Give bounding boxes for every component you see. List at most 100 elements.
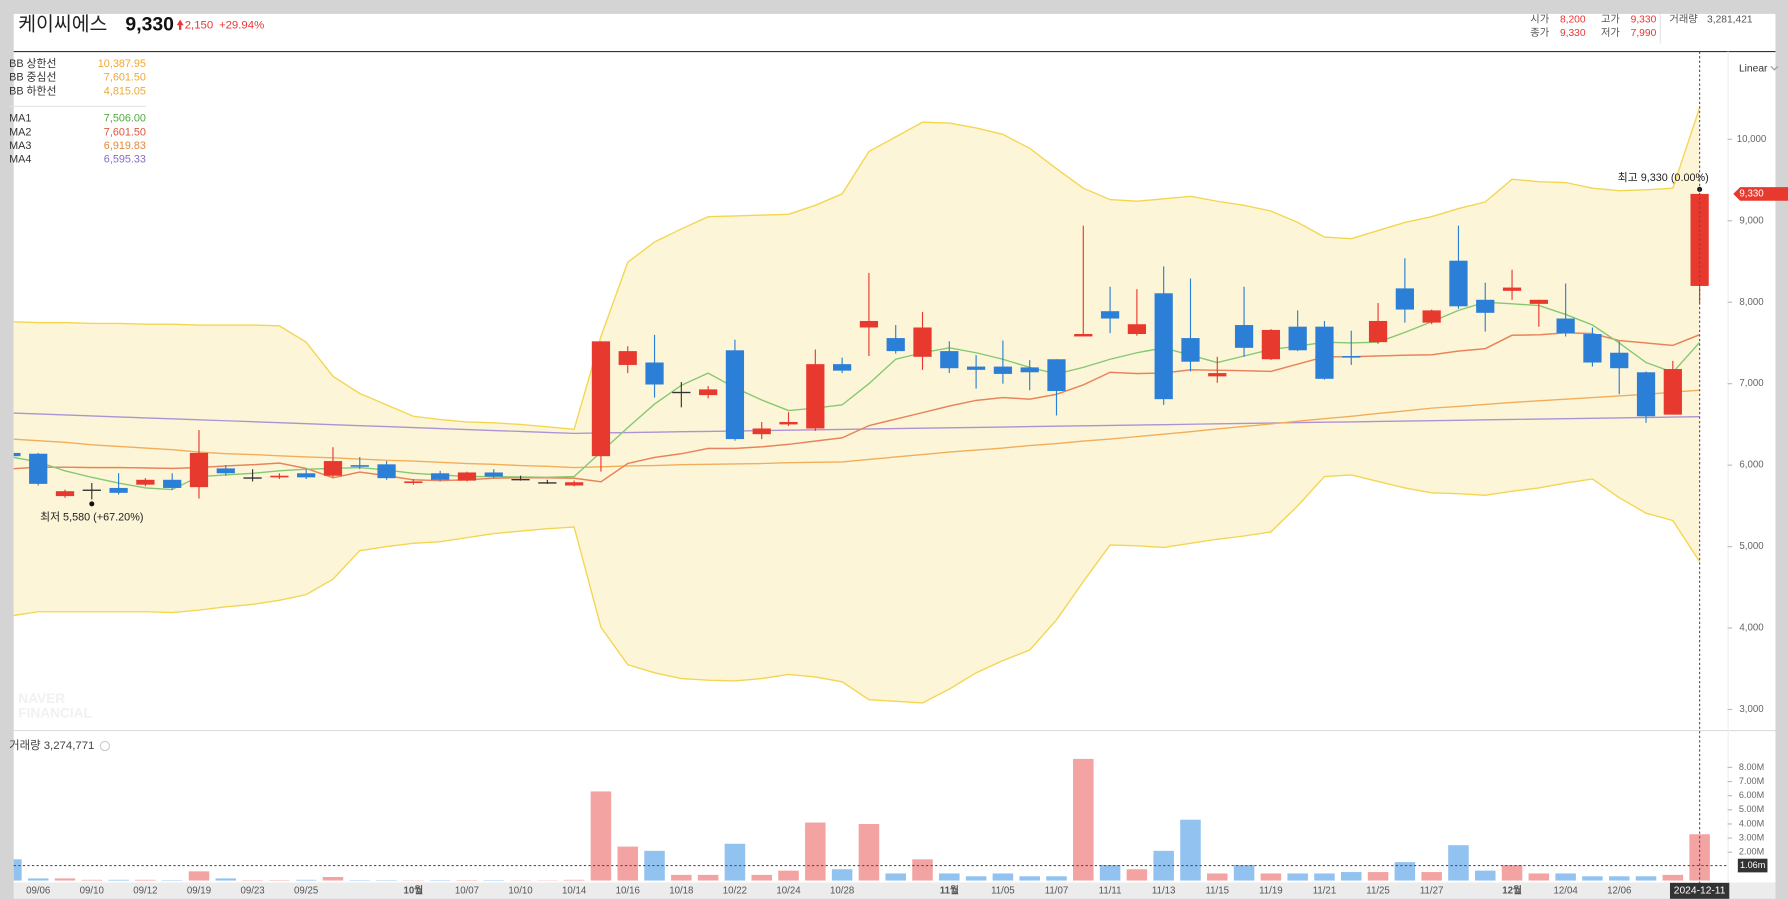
scale-chevron[interactable] (1770, 65, 1779, 71)
min-label: 최저 5,580 (+67.20%) (40, 510, 143, 523)
candle-body (1663, 369, 1682, 415)
candle-body (806, 364, 825, 429)
x-tick-label: 11/19 (1259, 885, 1283, 896)
volume-bar (1635, 876, 1657, 881)
legend-value: 7,601.50 (104, 72, 146, 84)
candle-body (725, 350, 745, 440)
indicator-line (13, 474, 1701, 704)
candle-body (538, 482, 557, 484)
volume-bar (1287, 873, 1308, 881)
y-tick-label: 7,000 (1739, 378, 1764, 389)
legend-name: BB 중심선 (9, 71, 56, 84)
candle-body (1315, 326, 1334, 379)
y-tick-label: 10,000 (1737, 134, 1767, 145)
indicator-line (13, 107, 1701, 431)
candle-body (832, 364, 852, 371)
candle-body (1234, 325, 1254, 348)
candle-body (457, 472, 477, 481)
volume-bar (617, 846, 639, 881)
volume-bar (1233, 864, 1255, 881)
volume-bar (858, 823, 880, 881)
candle-body (484, 472, 503, 477)
legend-name: MA4 (9, 154, 31, 166)
candle-body (993, 366, 1013, 374)
quote-value: 8,200 (1560, 14, 1586, 25)
candle-body (1502, 287, 1522, 291)
x-tick-label: 10/16 (616, 885, 640, 896)
candle-body (270, 475, 289, 478)
price-change-rate: +29.94% (219, 19, 264, 31)
candle-body (404, 481, 423, 484)
last-price-tag (1733, 187, 1788, 201)
quote-label: 고가 (1601, 13, 1620, 25)
candle-body (672, 391, 691, 394)
legend-value: 7,601.50 (104, 126, 146, 138)
x-tick-label: 12/04 (1554, 885, 1579, 896)
y-tick-label: 3.00M (1739, 833, 1764, 843)
x-tick-label: 11/11 (1099, 885, 1122, 896)
last-price-label: 9,330 (1739, 188, 1764, 199)
x-tick-label: 10/18 (669, 885, 693, 896)
stock-name: 케이씨에스 (18, 13, 107, 35)
x-tick-label: 11/27 (1420, 885, 1444, 896)
volume-bar (724, 843, 746, 881)
candle-body (1208, 373, 1227, 377)
candle-body (1636, 372, 1656, 417)
volume-bar (1689, 834, 1710, 881)
candle-body (1529, 299, 1548, 304)
x-tick-label: 12/06 (1607, 885, 1631, 896)
x-tick-label: 09/25 (294, 885, 318, 896)
candle-body (1288, 326, 1307, 351)
candle-body (779, 421, 798, 425)
candle-body (859, 320, 879, 328)
volume-bar (27, 878, 49, 881)
x-tick-label: 11/21 (1313, 885, 1337, 896)
x-tick-label: 10/07 (455, 885, 479, 896)
volume-bar (912, 859, 933, 881)
volume-bar (1046, 876, 1067, 881)
candle-body (189, 452, 209, 488)
y-tick-label: 4.00M (1739, 818, 1764, 828)
volume-title: 거래량 3,274,771 (9, 739, 94, 752)
volume-bar (831, 869, 853, 881)
candle-body (618, 351, 637, 365)
volume-bar (54, 878, 76, 881)
candle-body (109, 487, 128, 493)
scale-mode[interactable]: Linear (1739, 63, 1768, 74)
candle-body (55, 491, 75, 497)
watermark: FINANCIAL (18, 706, 92, 721)
x-tick-label: 09/10 (80, 885, 105, 896)
y-tick-label: 6.00M (1739, 790, 1764, 800)
x-tick-label: 12월 (1502, 884, 1522, 896)
volume-bar (1207, 873, 1228, 881)
volume-bar (215, 878, 237, 881)
volume-bar (1582, 876, 1603, 881)
candle-body (1610, 352, 1629, 369)
x-tick-label: 09/12 (133, 885, 157, 896)
candle-body (1074, 334, 1093, 337)
x-tick-label: 09/19 (187, 885, 211, 896)
volume-bar (885, 873, 906, 881)
y-tick-label: 5,000 (1739, 541, 1764, 552)
volume-bar (322, 877, 344, 881)
legend-value: 6,595.33 (104, 154, 146, 166)
quote-label: 저가 (1601, 27, 1620, 39)
volume-bar (1555, 873, 1576, 881)
volume-settings-icon[interactable] (99, 740, 111, 752)
volume-bar (590, 791, 612, 881)
volume-bar (1608, 876, 1630, 881)
legend-name: MA3 (9, 140, 31, 152)
indicator-line (13, 301, 1701, 491)
price-change: 2,150 (185, 19, 214, 31)
volume-bar (188, 871, 210, 881)
legend-value: 6,919.83 (104, 140, 146, 152)
x-tick-label: 11/15 (1206, 885, 1230, 896)
volume-bar (1126, 869, 1148, 881)
y-tick-label: 6,000 (1739, 460, 1764, 471)
legend-value: 7,506.00 (104, 113, 146, 125)
quote-value: 7,990 (1631, 28, 1657, 39)
x-tick-label: 11/05 (991, 885, 1015, 896)
y-tick-label: 4,000 (1739, 623, 1764, 634)
volume-bar (1501, 864, 1523, 881)
candle-body (1020, 367, 1039, 373)
